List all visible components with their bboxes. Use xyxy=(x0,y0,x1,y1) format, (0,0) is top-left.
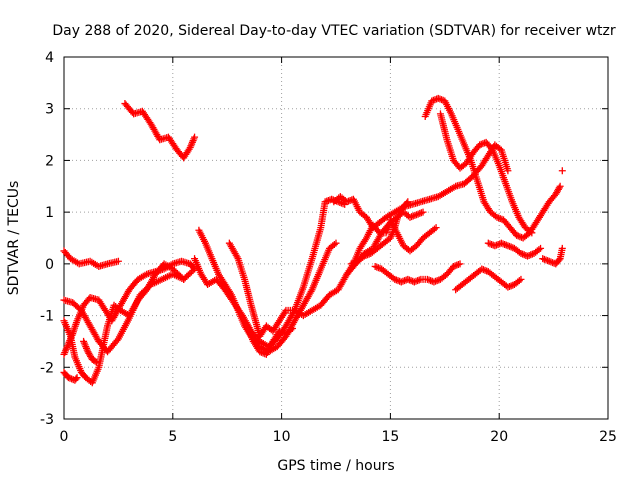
data-point xyxy=(558,244,566,252)
y-tick-label: -1 xyxy=(40,309,54,325)
data-point xyxy=(287,326,295,334)
data-series xyxy=(539,244,566,268)
y-tick-label: -2 xyxy=(40,360,54,376)
data-point xyxy=(432,224,440,232)
y-axis-label: SDTVAR / TECUs xyxy=(6,181,22,296)
chart-title: Day 288 of 2020, Sidereal Day-to-day VTE… xyxy=(52,23,616,39)
data-point xyxy=(91,357,99,365)
data-point xyxy=(330,240,338,248)
y-tick-label: -3 xyxy=(40,412,54,428)
data-point xyxy=(526,228,534,236)
data-series xyxy=(60,257,199,358)
x-tick-label: 5 xyxy=(168,429,177,445)
y-tick-label: 1 xyxy=(45,205,54,221)
data-series xyxy=(386,216,440,255)
data-point xyxy=(403,199,411,207)
data-point xyxy=(528,229,536,237)
data-series xyxy=(558,167,566,175)
data-series xyxy=(80,337,101,366)
data-point xyxy=(555,256,563,264)
data-point xyxy=(517,275,525,283)
data-series xyxy=(421,94,564,242)
data-series xyxy=(452,265,525,294)
x-tick-label: 25 xyxy=(599,429,617,445)
x-axis-label: GPS time / hours xyxy=(277,458,394,474)
x-tick-label: 15 xyxy=(381,429,399,445)
data-point xyxy=(430,225,438,233)
x-tick-label: 20 xyxy=(490,429,508,445)
data-series xyxy=(371,260,464,286)
data-point xyxy=(73,374,81,382)
data-series xyxy=(330,141,512,232)
data-point xyxy=(191,133,199,141)
data-point xyxy=(556,182,564,190)
data-point xyxy=(288,325,296,332)
x-tick-label: 0 xyxy=(60,429,69,445)
data-series xyxy=(121,100,199,162)
y-tick-label: 3 xyxy=(45,102,54,118)
data-point xyxy=(535,246,543,254)
data-point xyxy=(419,208,427,216)
data-point xyxy=(93,358,101,366)
data-point xyxy=(332,239,340,247)
y-tick-label: 2 xyxy=(45,153,54,169)
data-series xyxy=(484,239,545,260)
tick-layer: 0 5 10 15 20 25 -3 -2 -1 0 1 2 3 4 xyxy=(40,50,617,445)
data-point xyxy=(374,227,382,235)
data-series xyxy=(436,110,536,237)
data-layer xyxy=(60,94,566,387)
data-series xyxy=(60,368,81,384)
data-point xyxy=(456,260,464,268)
data-series xyxy=(60,247,122,270)
data-point xyxy=(504,167,512,175)
y-tick-label: 4 xyxy=(45,50,54,66)
data-point xyxy=(72,375,80,383)
data-point xyxy=(404,198,412,206)
x-tick-label: 10 xyxy=(273,429,291,445)
grid-layer xyxy=(64,57,608,419)
data-point xyxy=(114,257,122,265)
data-point xyxy=(537,244,545,252)
data-point xyxy=(555,184,563,192)
plot-frame xyxy=(63,56,609,420)
data-point xyxy=(515,277,523,285)
data-series xyxy=(243,322,296,358)
y-tick-label: 0 xyxy=(45,257,54,273)
data-point xyxy=(558,167,566,175)
